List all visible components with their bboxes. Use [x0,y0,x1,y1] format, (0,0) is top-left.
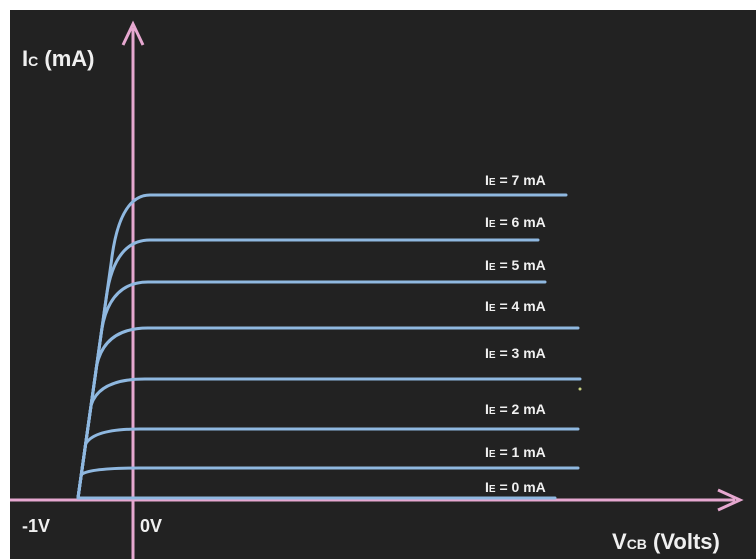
curve-label-4ma: IE = 4 mA [485,298,546,314]
x-axis-label-main: V [612,529,627,554]
x-tick-label-neg1v: -1V [22,516,50,536]
y-axis-arrowhead [121,20,145,46]
curve-label-prefix: I [485,444,489,460]
y-axis-label-sub: C [28,53,38,69]
x-axis-label: VCB (Volts) [612,529,720,554]
curve-label-prefix: I [485,401,489,417]
curve-label-sub: E [489,350,496,361]
x-axis-label-sub: CB [627,536,647,552]
curve-label-0ma: IE = 0 mA [485,479,546,495]
curve-label-sub: E [489,406,496,417]
curve-label-text: = 2 mA [496,401,546,417]
curve-group [76,193,582,500]
curve-label-2ma: IE = 2 mA [485,401,546,417]
curve-label-sub: E [489,484,496,495]
curve-label-prefix: I [485,257,489,273]
curve-label-prefix: I [485,298,489,314]
y-axis-label-unit: (mA) [38,46,94,71]
x-axis-arrowhead [717,488,744,512]
curve-label-sub: E [489,303,496,314]
curve-label-6ma: IE = 6 mA [485,214,546,230]
curve-label-text: = 3 mA [496,345,546,361]
curve-label-prefix: I [485,214,489,230]
ie-curve-5ma [76,280,547,500]
curve-label-text: = 0 mA [496,479,546,495]
x-axis-label-unit: (Volts) [647,529,720,554]
curve-label-7ma: IE = 7 mA [485,172,546,188]
stray-dot [578,387,582,391]
x-tick-label-0v: 0V [140,516,162,536]
curve-label-prefix: I [485,345,489,361]
curve-label-text: = 7 mA [496,172,546,188]
ie-curve-6ma [76,238,540,500]
curve-label-text: = 1 mA [496,444,546,460]
curve-label-1ma: IE = 1 mA [485,444,546,460]
y-axis-label: IC (mA) [22,46,94,71]
curve-label-prefix: I [485,479,489,495]
curve-label-text: = 6 mA [496,214,546,230]
ie-curve-7ma [76,193,568,500]
curve-label-sub: E [489,262,496,273]
curve-label-5ma: IE = 5 mA [485,257,546,273]
curve-label-sub: E [489,449,496,460]
curve-label-prefix: I [485,172,489,188]
y-axis-label-main: I [22,46,28,71]
curve-label-text: = 4 mA [496,298,546,314]
curve-label-text: = 5 mA [496,257,546,273]
curve-label-sub: E [489,219,496,230]
curve-label-sub: E [489,177,496,188]
curve-label-3ma: IE = 3 mA [485,345,546,361]
